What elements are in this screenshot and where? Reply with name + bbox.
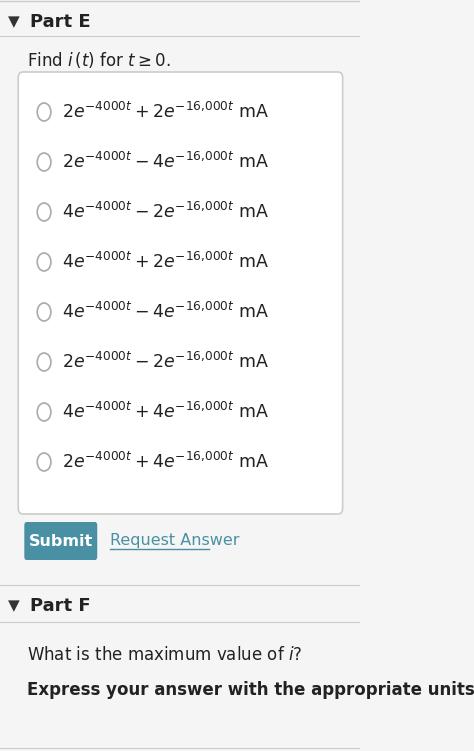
FancyBboxPatch shape xyxy=(18,72,343,514)
Circle shape xyxy=(37,253,51,271)
Text: ▼: ▼ xyxy=(8,599,19,614)
Text: ▼: ▼ xyxy=(8,14,19,29)
Text: $2e^{-4000t} - 2e^{-16{,}000t}$ mA: $2e^{-4000t} - 2e^{-16{,}000t}$ mA xyxy=(62,352,269,372)
Text: Find $i\,(t)$ for $t \geq 0$.: Find $i\,(t)$ for $t \geq 0$. xyxy=(27,50,170,70)
Circle shape xyxy=(37,353,51,371)
Circle shape xyxy=(37,103,51,121)
Circle shape xyxy=(37,203,51,221)
Circle shape xyxy=(37,303,51,321)
Text: $4e^{-4000t} - 4e^{-16{,}000t}$ mA: $4e^{-4000t} - 4e^{-16{,}000t}$ mA xyxy=(62,302,269,322)
Circle shape xyxy=(37,153,51,171)
FancyBboxPatch shape xyxy=(24,522,97,560)
Text: $4e^{-4000t} + 4e^{-16{,}000t}$ mA: $4e^{-4000t} + 4e^{-16{,}000t}$ mA xyxy=(62,402,269,422)
Text: Part E: Part E xyxy=(30,13,91,31)
Text: $2e^{-4000t} + 2e^{-16{,}000t}$ mA: $2e^{-4000t} + 2e^{-16{,}000t}$ mA xyxy=(62,102,269,122)
Text: Part F: Part F xyxy=(30,597,91,615)
Text: Request Answer: Request Answer xyxy=(110,533,240,548)
Text: $4e^{-4000t} - 2e^{-16{,}000t}$ mA: $4e^{-4000t} - 2e^{-16{,}000t}$ mA xyxy=(62,202,269,222)
Circle shape xyxy=(37,403,51,421)
Text: $4e^{-4000t} + 2e^{-16{,}000t}$ mA: $4e^{-4000t} + 2e^{-16{,}000t}$ mA xyxy=(62,252,269,272)
Text: $2e^{-4000t} - 4e^{-16{,}000t}$ mA: $2e^{-4000t} - 4e^{-16{,}000t}$ mA xyxy=(62,152,269,172)
Text: What is the maximum value of $i$?: What is the maximum value of $i$? xyxy=(27,646,302,664)
Text: Express your answer with the appropriate units.: Express your answer with the appropriate… xyxy=(27,681,474,699)
Circle shape xyxy=(37,453,51,471)
Text: Submit: Submit xyxy=(28,533,93,548)
Text: $2e^{-4000t} + 4e^{-16{,}000t}$ mA: $2e^{-4000t} + 4e^{-16{,}000t}$ mA xyxy=(62,452,269,472)
